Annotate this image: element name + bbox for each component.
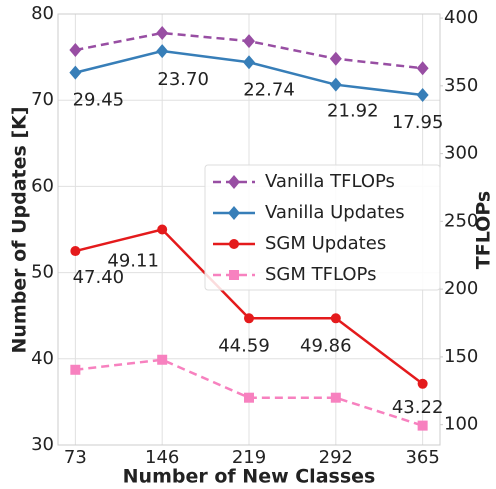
marker bbox=[329, 51, 342, 66]
legend-label: SGM Updates bbox=[265, 233, 386, 254]
x-tick-label: 292 bbox=[319, 447, 353, 468]
legend-marker bbox=[229, 270, 239, 280]
marker bbox=[416, 61, 429, 76]
y-tick-label: 60 bbox=[31, 175, 54, 196]
legend-label: Vanilla TFLOPs bbox=[265, 171, 395, 192]
y-tick-label: 50 bbox=[31, 262, 54, 283]
annotation: 29.45 bbox=[73, 90, 125, 111]
y2-tick-label: 100 bbox=[444, 414, 478, 435]
annotation: 49.11 bbox=[107, 251, 159, 272]
x-tick-label: 365 bbox=[405, 447, 439, 468]
legend-marker bbox=[229, 239, 239, 249]
marker bbox=[243, 34, 255, 49]
marker bbox=[329, 77, 342, 92]
legend-marker bbox=[228, 206, 240, 220]
x-tick-label: 219 bbox=[232, 447, 266, 468]
marker bbox=[157, 224, 168, 235]
y-tick-label: 80 bbox=[31, 3, 54, 24]
marker bbox=[69, 65, 82, 80]
y2-tick-label: 300 bbox=[444, 143, 478, 164]
y-tick-label: 70 bbox=[31, 89, 54, 110]
annotation: 47.40 bbox=[73, 267, 125, 288]
y2-axis-label: TFLOPs bbox=[473, 191, 495, 269]
marker bbox=[243, 55, 255, 70]
y-tick-label: 40 bbox=[31, 348, 54, 369]
marker bbox=[244, 313, 254, 324]
annotation: 43.22 bbox=[392, 397, 444, 418]
x-tick-label: 146 bbox=[145, 447, 179, 468]
y2-tick-label: 400 bbox=[444, 7, 478, 28]
annotation: 17.95 bbox=[392, 112, 444, 133]
annotation: 22.74 bbox=[243, 79, 295, 100]
annotation: 44.59 bbox=[218, 335, 270, 356]
y2-tick-label: 150 bbox=[444, 346, 478, 367]
legend-label: Vanilla Updates bbox=[265, 202, 405, 223]
y2-tick-label: 350 bbox=[444, 75, 478, 96]
marker bbox=[244, 392, 254, 403]
marker bbox=[417, 420, 428, 431]
y2-tick-label: 200 bbox=[444, 278, 478, 299]
marker bbox=[330, 392, 341, 403]
marker bbox=[417, 378, 428, 389]
marker bbox=[416, 88, 429, 103]
marker bbox=[69, 43, 82, 58]
marker bbox=[156, 44, 169, 59]
y2-tick-label: 250 bbox=[444, 210, 478, 231]
marker bbox=[70, 246, 81, 257]
annotation: 23.70 bbox=[157, 69, 209, 90]
annotation: 21.92 bbox=[327, 101, 379, 122]
x-axis-label: Number of New Classes bbox=[123, 466, 376, 488]
legend-box bbox=[204, 164, 441, 291]
y-axis-label: Number of Updates [K] bbox=[9, 106, 31, 353]
marker bbox=[330, 313, 341, 324]
y-tick-label: 30 bbox=[31, 434, 54, 455]
marker bbox=[157, 354, 168, 365]
legend-marker bbox=[228, 175, 240, 189]
marker bbox=[156, 25, 169, 40]
legend-label: SGM TFLOPs bbox=[265, 264, 376, 285]
annotation: 49.86 bbox=[300, 335, 352, 356]
x-tick-label: 73 bbox=[64, 447, 87, 468]
marker bbox=[70, 364, 81, 375]
